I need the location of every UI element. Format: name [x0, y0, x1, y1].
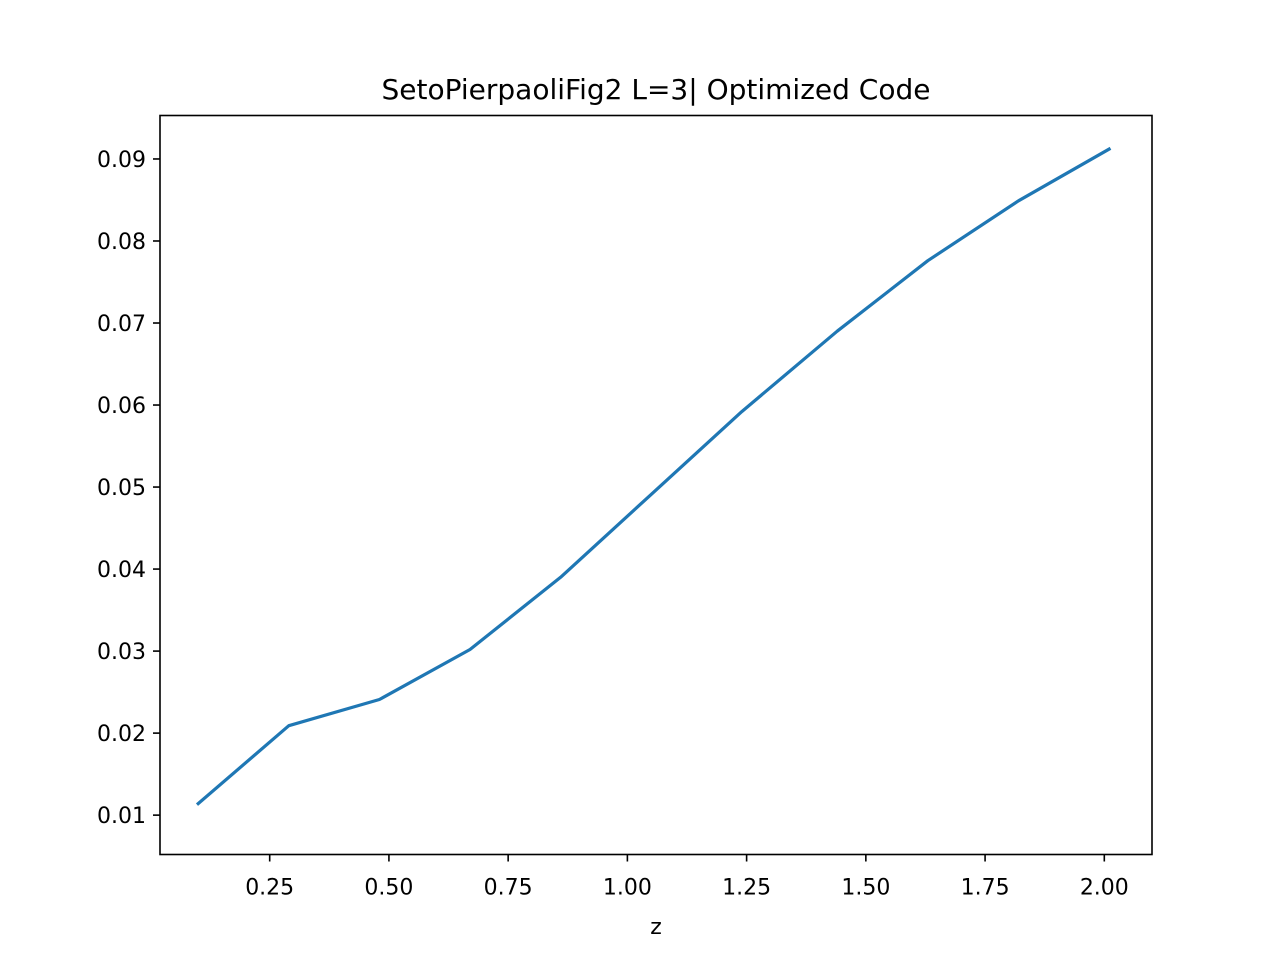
x-tick-label: 0.75 [484, 876, 533, 901]
y-tick-label: 0.01 [97, 804, 146, 829]
y-tick-label: 0.02 [97, 722, 146, 747]
plot-area [195, 146, 1112, 806]
y-tick-label: 0.08 [97, 230, 146, 255]
plot-frame [159, 114, 1153, 856]
x-tick-label: 2.00 [1080, 876, 1129, 901]
series-line [195, 146, 1112, 806]
x-axis-label: z [650, 915, 662, 940]
y-tick-label: 0.05 [97, 476, 146, 501]
chart-title: SetoPierpaoliFig2 L=3| Optimized Code [382, 73, 931, 106]
x-tick-label: 0.25 [245, 876, 294, 901]
y-tick-label: 0.09 [97, 148, 146, 173]
x-tick-label: 1.25 [722, 876, 771, 901]
y-tick-label: 0.04 [97, 558, 146, 583]
x-tick-label: 1.75 [961, 876, 1010, 901]
x-tick-label: 1.00 [603, 876, 652, 901]
y-tick-label: 0.03 [97, 640, 146, 665]
y-tick-label: 0.07 [97, 312, 146, 337]
y-tick-label: 0.06 [97, 394, 146, 419]
x-axis: 0.25 0.50 0.75 1.00 1.25 1.50 1.75 2.00 [245, 854, 1129, 901]
y-axis: 0.01 0.02 0.03 0.04 0.05 0.06 0.07 0.08 0.09 [97, 148, 160, 829]
x-tick-label: 1.50 [841, 876, 890, 901]
x-tick-label: 0.50 [364, 876, 413, 901]
